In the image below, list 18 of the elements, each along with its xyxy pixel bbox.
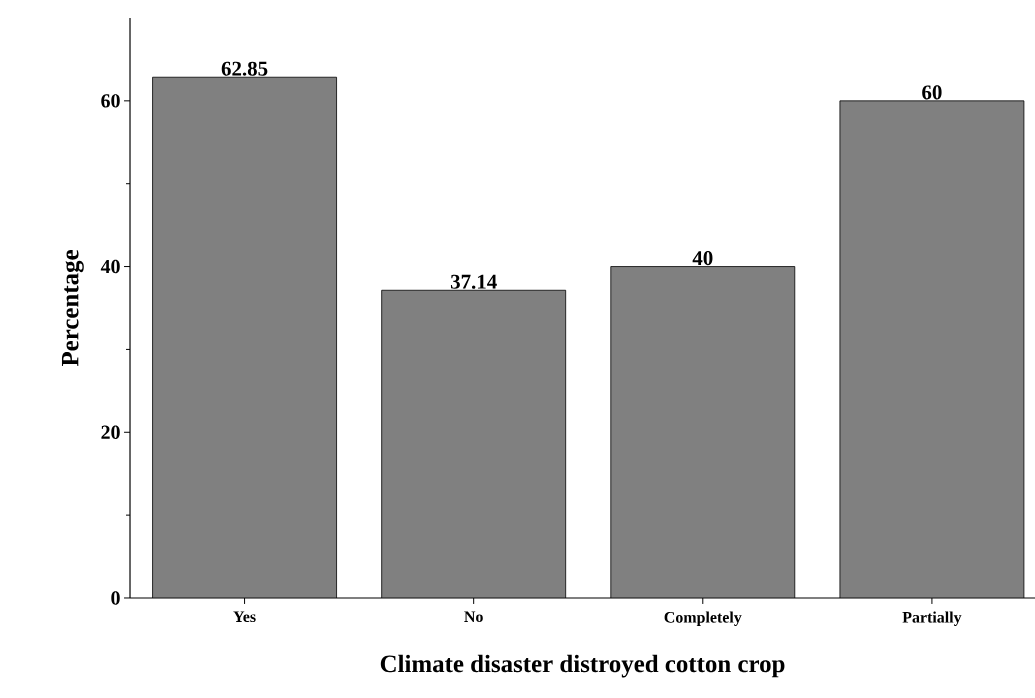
y-tick-label: 40 [100,259,120,274]
data-label: 37.14 [450,274,497,289]
bar [839,100,1025,598]
x-tick-label: Completely [664,611,742,626]
x-tick-label: No [464,611,483,623]
data-label: 62.85 [221,61,268,76]
bar [381,290,566,598]
x-axis-title: Climate disaster distroyed cotton crop [380,654,785,678]
y-axis-title: Percentage [61,250,84,367]
y-tick-label: 0 [111,591,120,605]
bar [610,266,795,598]
data-label: 40 [692,251,713,266]
y-tick-label: 60 [101,94,120,108]
y-tick-label: 20 [101,425,120,439]
bar [152,77,337,598]
x-tick-label: Yes [233,611,256,623]
x-tick-label: Partially [902,611,962,626]
data-label: 60 [922,85,942,100]
